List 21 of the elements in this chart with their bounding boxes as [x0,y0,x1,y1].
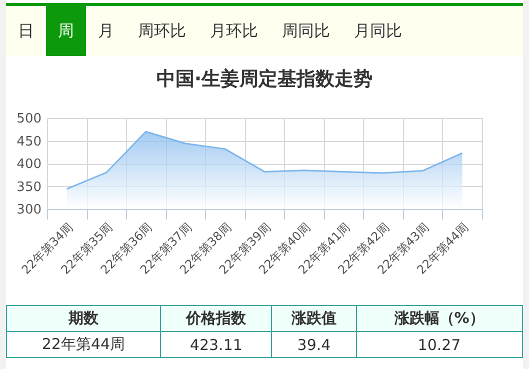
text: 22年第44周 [6,332,160,358]
y-tick-label: 400 [16,157,42,172]
text: 月环比 [209,20,259,42]
text: 涨跌值 [272,306,356,332]
y-tick-label: 300 [16,202,42,218]
text: 39.4 [272,332,356,358]
chart-title: 中国·生姜周定基指数走势 [155,68,374,90]
y-tick-label: 500 [16,112,42,126]
y-tick-label: 350 [16,180,42,195]
text: 月同比 [353,20,403,42]
text: 423.11 [160,332,272,358]
text: 月 [97,20,115,42]
text: 周环比 [137,20,187,42]
text: 日 [17,20,35,42]
text: 周同比 [281,20,331,42]
text: 涨跌幅（%） [356,306,522,332]
text: 10.27 [356,332,522,358]
y-tick-label: 450 [16,134,42,150]
text: 周 [46,6,86,56]
text: 期数 [6,306,160,332]
text: 价格指数 [160,306,272,332]
